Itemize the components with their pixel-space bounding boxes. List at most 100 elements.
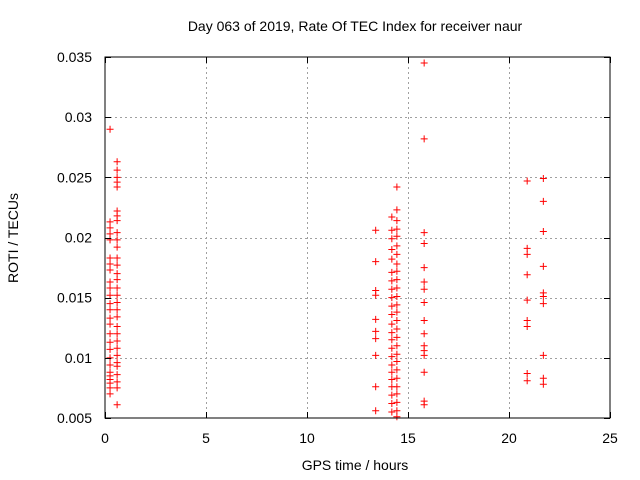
- y-tick-label: 0.01: [65, 350, 92, 366]
- data-point: [388, 213, 396, 221]
- x-tick-label: 20: [501, 430, 517, 446]
- data-point: [106, 125, 114, 133]
- data-point: [420, 351, 428, 359]
- data-point: [388, 302, 396, 310]
- data-point: [106, 284, 114, 292]
- data-point: [420, 368, 428, 376]
- data-point: [523, 377, 531, 385]
- data-point: [113, 330, 121, 338]
- data-point: [388, 336, 396, 344]
- data-point: [106, 354, 114, 362]
- data-point: [393, 292, 401, 300]
- data-point: [113, 401, 121, 409]
- data-point: [393, 317, 401, 325]
- data-point: [106, 236, 114, 244]
- data-point: [388, 375, 396, 383]
- data-point: [113, 298, 121, 306]
- data-point: [113, 243, 121, 251]
- data-point: [113, 261, 121, 269]
- data-point: [106, 330, 114, 338]
- plot-frame: [104, 56, 611, 419]
- data-point: [393, 225, 401, 233]
- x-axis-title: GPS time / hours: [302, 457, 409, 473]
- data-point: [113, 236, 121, 244]
- x-tick-label: 15: [400, 430, 416, 446]
- y-tick-label: 0.005: [57, 410, 92, 426]
- data-point: [523, 323, 531, 331]
- data-point: [420, 240, 428, 248]
- data-point: [539, 175, 547, 183]
- data-point: [539, 262, 547, 270]
- data-point: [523, 296, 531, 304]
- data-point: [113, 323, 121, 331]
- data-point: [372, 335, 380, 343]
- y-tick-label: 0.035: [57, 49, 92, 65]
- data-point: [372, 407, 380, 415]
- data-point: [388, 391, 396, 399]
- data-point: [539, 227, 547, 235]
- data-point: [539, 374, 547, 382]
- data-point: [106, 291, 114, 299]
- data-point: [393, 407, 401, 415]
- data-point: [113, 351, 121, 359]
- data-point: [388, 235, 396, 243]
- x-axis-tick-labels: 0 5 10 15 20 25: [101, 430, 618, 446]
- data-point: [393, 374, 401, 382]
- data-point: [106, 260, 114, 268]
- data-point: [372, 258, 380, 266]
- data-point: [106, 345, 114, 353]
- data-point: [113, 313, 121, 321]
- data-point: [372, 327, 380, 335]
- x-tick-label: 0: [101, 430, 109, 446]
- data-point: [420, 264, 428, 272]
- data-point: [420, 59, 428, 67]
- data-point: [388, 320, 396, 328]
- data-point: [106, 254, 114, 262]
- chart-title: Day 063 of 2019, Rate Of TEC Index for r…: [188, 18, 523, 34]
- data-point: [113, 217, 121, 225]
- data-point: [539, 292, 547, 300]
- data-point: [113, 229, 121, 237]
- data-point: [393, 333, 401, 341]
- data-point: [388, 344, 396, 352]
- x-tick-label: 5: [202, 430, 210, 446]
- data-point: [372, 351, 380, 359]
- x-tick-label: 25: [602, 430, 618, 446]
- data-point: [106, 266, 114, 274]
- data-point: [523, 317, 531, 325]
- data-point: [393, 366, 401, 374]
- data-point: [388, 368, 396, 376]
- data-point: [106, 224, 114, 232]
- data-point: [113, 362, 121, 370]
- data-point: [393, 308, 401, 316]
- data-point: [393, 390, 401, 398]
- data-point: [106, 390, 114, 398]
- data-point: [113, 158, 121, 166]
- data-point: [420, 135, 428, 143]
- data-point: [113, 337, 121, 345]
- y-tick-label: 0.02: [65, 230, 92, 246]
- data-point: [106, 320, 114, 328]
- y-tick-label: 0.025: [57, 169, 92, 185]
- x-tick-label: 10: [299, 430, 315, 446]
- data-point: [106, 230, 114, 238]
- data-point: [420, 401, 428, 409]
- data-point: [393, 183, 401, 191]
- data-point: [113, 183, 121, 191]
- data-point: [388, 353, 396, 361]
- data-point: [393, 284, 401, 292]
- data-point: [113, 384, 121, 392]
- data-point: [113, 291, 121, 299]
- data-point: [372, 383, 380, 391]
- data-point: [393, 232, 401, 240]
- data-point: [388, 285, 396, 293]
- data-point: [113, 276, 121, 284]
- data-point: [113, 270, 121, 278]
- data-point: [372, 315, 380, 323]
- y-tick-label: 0.03: [65, 109, 92, 125]
- data-point: [388, 268, 396, 276]
- data-point: [393, 413, 401, 421]
- data-point: [113, 166, 121, 174]
- grid: [105, 57, 610, 418]
